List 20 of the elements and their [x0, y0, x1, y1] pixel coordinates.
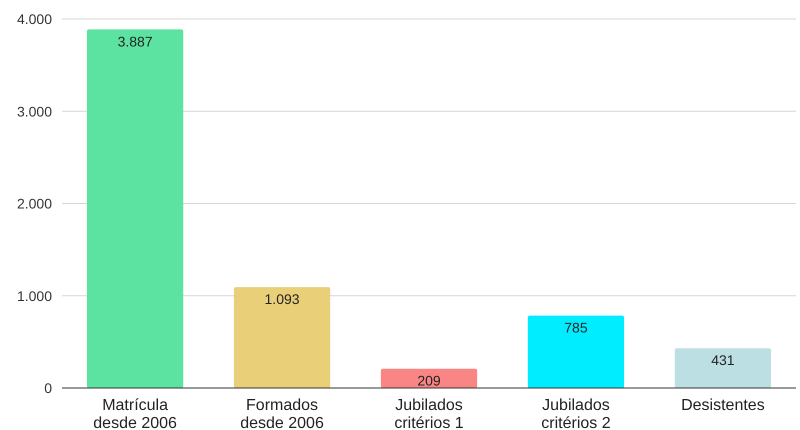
x-tick-label: Jubilados critérios 1 [394, 397, 464, 430]
y-tick-label: 1.000 [16, 288, 52, 304]
y-tick-label: 0 [44, 380, 52, 396]
data-label: 3.887 [118, 33, 153, 50]
bar [380, 368, 478, 388]
data-label: 431 [711, 352, 735, 368]
x-tick-label: Desistentes [681, 397, 765, 414]
y-tick-label: 3.000 [16, 103, 52, 120]
bar [674, 348, 772, 388]
bar [528, 316, 624, 388]
bar [234, 287, 330, 388]
x-tick-label: Formados desde 2006 [240, 397, 324, 430]
bar [86, 29, 184, 388]
x-tick-label: Matrícula desde 2006 [93, 397, 178, 430]
x-tick-label: Jubilados critérios 2 [541, 397, 611, 430]
data-label: 1.093 [264, 291, 300, 308]
data-label: 785 [564, 320, 588, 336]
data-label: 209 [417, 372, 441, 389]
y-tick-label: 4.000 [16, 11, 52, 27]
y-tick-label: 2.000 [16, 196, 52, 212]
